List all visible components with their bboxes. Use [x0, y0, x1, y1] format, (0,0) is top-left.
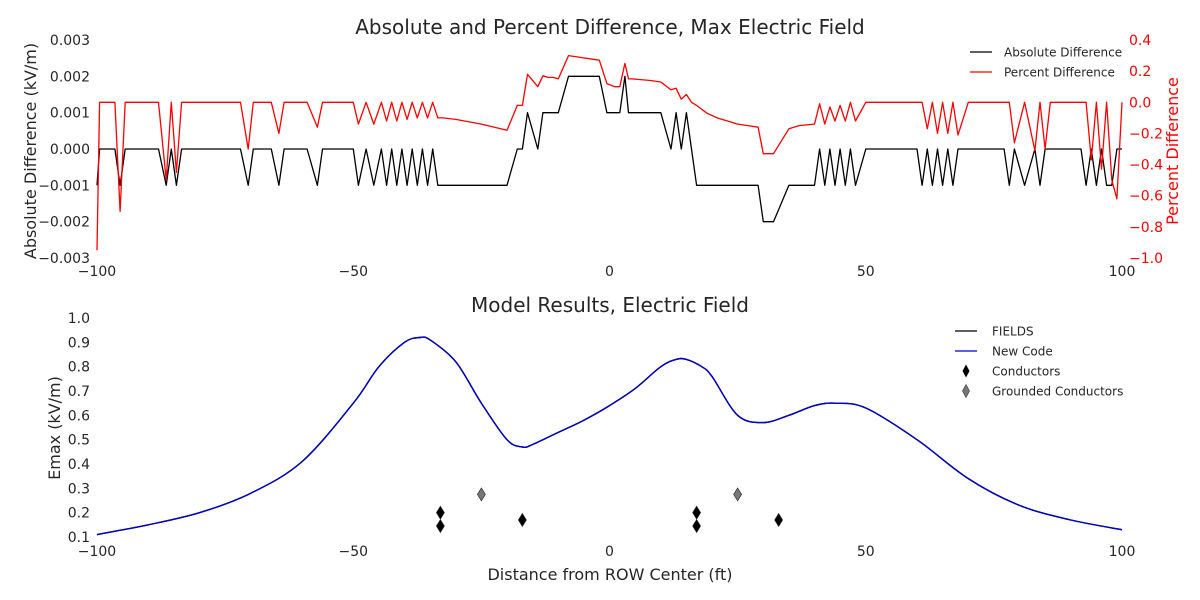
legend-marker-conductors: [962, 364, 970, 378]
bottom-x-tick-label: 100: [1109, 544, 1136, 560]
marker-conductors: [436, 505, 445, 520]
series-line-fields: [96, 336, 1123, 536]
bottom-y-tick-label: 1.0: [68, 311, 90, 327]
marker-conductors: [774, 512, 783, 528]
series-line-new-code: [96, 336, 1123, 536]
top-y-axis-label: Absolute Difference (kV/m): [21, 43, 40, 259]
series-line-absolute-difference: [96, 75, 1122, 223]
top-legend: Absolute Difference Percent Difference: [970, 46, 1122, 80]
top-y2-tick-label: 0.4: [1129, 33, 1151, 49]
bottom-y-tick-label: 0.7: [68, 384, 90, 400]
top-y2-tick-label: −0.2: [1129, 126, 1163, 142]
top-x-tick-label: −50: [338, 264, 368, 280]
bottom-y-tick-label: 0.4: [68, 457, 90, 473]
bottom-legend: FIELDS New Code Conductors Grounded Cond…: [955, 325, 1123, 399]
marker-conductors: [436, 518, 445, 534]
marker-grounded-conductors: [733, 487, 742, 502]
top-y2-tick-label: −0.8: [1129, 220, 1163, 236]
top-y-tick-label: 0.003: [50, 33, 90, 49]
bottom-y-tick-label: 0.8: [68, 360, 90, 376]
bottom-y-tick-label: 0.1: [68, 530, 90, 546]
legend-label-new-code: New Code: [992, 345, 1053, 359]
marker-grounded-conductors: [477, 487, 486, 502]
legend-label-fields: FIELDS: [992, 325, 1034, 339]
marker-conductors: [692, 518, 701, 534]
top-x-tick-label: −100: [78, 264, 116, 280]
bottom-x-tick-label: 0: [605, 544, 614, 560]
marker-conductors: [692, 505, 701, 520]
top-y2-tick-label: 0.2: [1129, 64, 1151, 80]
legend-label-conductors: Conductors: [992, 365, 1060, 379]
top-y-tick-label: −0.001: [38, 178, 90, 194]
bottom-y-tick-label: 0.9: [68, 335, 90, 351]
top-x-tick-label: 0: [605, 264, 614, 280]
legend-label-absolute-difference: Absolute Difference: [1004, 46, 1122, 60]
chart-marks: −100 −50 0 50 100−0.003−0.002−0.0010.0000.00…: [38, 33, 1163, 560]
bottom-y-tick-label: 0.5: [68, 433, 90, 449]
top-y2-tick-label: −0.6: [1129, 189, 1163, 205]
top-y2-tick-label: −0.4: [1129, 158, 1163, 174]
top-y2-tick-label: −1.0: [1129, 251, 1163, 267]
bottom-x-tick-label: −100: [78, 544, 116, 560]
bottom-y-tick-label: 0.6: [68, 408, 90, 424]
legend-marker-grounded-conductors: [962, 383, 970, 399]
top-chart-title: Absolute and Percent Difference, Max Ele…: [355, 15, 865, 39]
marker-conductors: [518, 512, 527, 528]
bottom-x-tick-label: 50: [857, 544, 875, 560]
bottom-x-tick-label: −50: [338, 544, 368, 560]
legend-label-grounded-conductors: Grounded Conductors: [992, 385, 1123, 399]
bottom-y-tick-label: 0.2: [68, 506, 90, 522]
top-x-tick-label: 50: [857, 264, 875, 280]
bottom-y-axis-label: Emax (kV/m): [45, 376, 64, 480]
bottom-x-axis-label: Distance from ROW Center (ft): [487, 565, 732, 584]
bottom-chart-title: Model Results, Electric Field: [471, 293, 749, 317]
legend-label-percent-difference: Percent Difference: [1004, 66, 1115, 80]
top-y-tick-label: 0.000: [50, 142, 90, 158]
top-y-tick-label: −0.002: [38, 215, 90, 231]
series-line-percent-difference: [96, 54, 1123, 251]
top-y-tick-label: 0.001: [50, 106, 90, 122]
bottom-y-tick-label: 0.3: [68, 481, 90, 497]
top-x-tick-label: 100: [1109, 264, 1136, 280]
top-y2-tick-label: 0.0: [1129, 95, 1151, 111]
top-y-tick-label: 0.002: [50, 69, 90, 85]
top-y-tick-label: −0.003: [38, 251, 90, 267]
top-y2-axis-label: Percent Difference: [1163, 77, 1182, 225]
